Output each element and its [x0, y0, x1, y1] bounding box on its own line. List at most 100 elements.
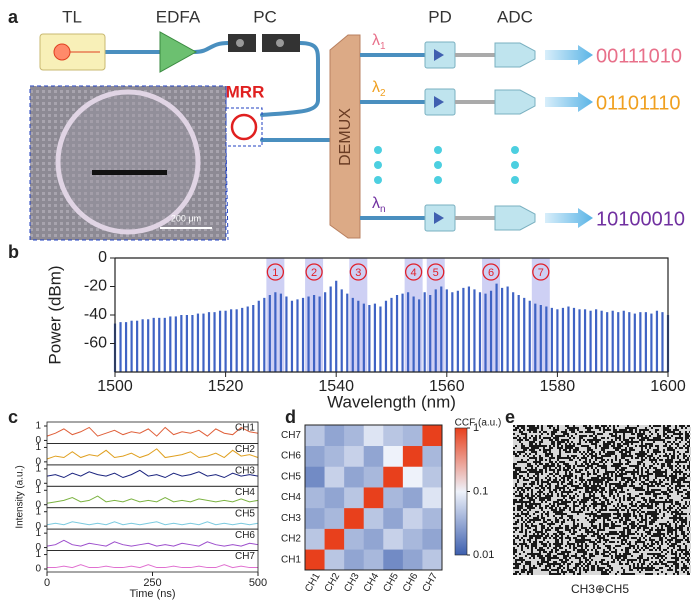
heat-cell: [402, 425, 423, 447]
legend-label: CH4: [235, 487, 255, 498]
heat-cell: [305, 466, 325, 488]
arrow: [545, 92, 593, 112]
mrr-ring: [230, 113, 258, 141]
trace: [46, 448, 259, 460]
micro-feature: [92, 170, 167, 175]
panel-label: d: [285, 407, 296, 427]
colorbar-tick-label: 0.1: [473, 485, 488, 497]
heat-cell: [383, 549, 404, 571]
y-tick-label: -60: [84, 335, 107, 352]
heat-cell: [363, 445, 384, 467]
y-tick-label: 0: [35, 542, 41, 553]
heat-cell: [305, 549, 325, 571]
x-tick-label: 1540: [318, 378, 354, 395]
channel-number: 7: [538, 267, 544, 279]
arrow: [545, 208, 593, 228]
subscript: 1: [380, 41, 386, 52]
legend-label: CH5: [235, 508, 255, 519]
subscript: n: [380, 204, 386, 215]
component-label: PD: [428, 7, 452, 26]
y-tick-label: CH2: [281, 534, 301, 545]
adc: [494, 42, 536, 68]
colorbar-title: CCF (a.u.): [455, 418, 502, 429]
x-tick-label: CH2: [323, 571, 343, 594]
heat-cell: [305, 528, 325, 550]
x-tick-label: CH3: [342, 571, 362, 594]
x-tick-label: 1580: [540, 378, 576, 395]
strip-frame: [46, 550, 259, 573]
heat-cell: [383, 466, 404, 488]
diode-symbol: [434, 96, 444, 108]
y-tick-label: CH6: [281, 451, 301, 462]
y-tick-label: -20: [84, 278, 107, 295]
x-tick-label: CH1: [303, 571, 323, 594]
y-tick-label: 1: [35, 421, 41, 432]
x-tick-label: CH6: [401, 571, 421, 594]
heat-cell: [324, 425, 345, 447]
heat-cell: [422, 487, 443, 509]
x-tick-label: 250: [143, 577, 161, 589]
heat-cell: [344, 425, 365, 447]
colorbar: [454, 427, 468, 556]
heat-cell: [305, 445, 325, 467]
x-tick-label: 1600: [650, 378, 686, 395]
heat-cell: [402, 528, 423, 550]
micrograph: [29, 85, 227, 241]
lambda: λ: [372, 195, 380, 212]
heat-cell: [363, 549, 384, 571]
ellipsis-dots: [374, 146, 519, 184]
trace: [46, 469, 259, 479]
heat-cell: [324, 507, 345, 529]
heat-cell: [305, 507, 325, 529]
x-tick-label: 0: [44, 577, 50, 589]
heat-cell: [363, 487, 384, 509]
y-tick-label: 0: [35, 478, 41, 489]
bit-string: 00111010: [596, 45, 682, 67]
heat-cell: [363, 425, 384, 447]
y-tick-label: CH1: [281, 554, 301, 565]
colorbar-tick-label: 1: [473, 422, 479, 434]
y-tick-label: 1: [35, 549, 41, 560]
y-tick-label: CH4: [281, 492, 301, 503]
legend-label: CH3: [235, 465, 255, 476]
legend-label: CH7: [235, 551, 255, 562]
heat-cell: [402, 487, 423, 509]
y-axis-title: Intensity (a.u.): [15, 465, 26, 528]
heat-cell: [402, 466, 423, 488]
heat-cell: [383, 528, 404, 550]
component-label: EDFA: [156, 7, 201, 26]
adc: [494, 205, 536, 231]
diode-symbol: [434, 212, 444, 224]
y-tick-label: 0: [35, 564, 41, 575]
heat-cell: [383, 425, 404, 447]
heat-cell: [324, 528, 345, 550]
channel-marker: [349, 263, 367, 281]
channel-marker: [266, 263, 285, 281]
component-label: ADC: [497, 7, 533, 26]
heat-cell: [305, 487, 325, 509]
y-axis-title: Power (dBm): [45, 265, 64, 364]
demux: [329, 34, 361, 239]
colorbar-tick-label: 0.01: [473, 549, 494, 561]
x-axis-title: Wavelength (nm): [327, 392, 456, 411]
component-label: PC: [253, 7, 277, 26]
heat-cell: [422, 425, 443, 447]
heat-cell: [422, 466, 443, 488]
y-tick-label: 1: [35, 442, 41, 453]
y-tick-label: 0: [35, 456, 41, 467]
wavelength-label: λ2: [372, 79, 386, 99]
x-tick-label: CH4: [362, 571, 382, 594]
lambda: λ: [372, 79, 380, 96]
demux-label: DEMUX: [337, 108, 354, 166]
strip-frame: [46, 485, 259, 509]
channel-number: 6: [488, 267, 494, 279]
y-tick-label: -40: [84, 306, 107, 323]
wavelength-label: λn: [372, 195, 386, 215]
pc-knob: [276, 39, 284, 47]
diode-symbol: [434, 49, 444, 61]
channel-marker: [427, 263, 445, 281]
x-tick-label: 1560: [429, 378, 465, 395]
y-tick-label: CH3: [281, 513, 301, 524]
heat-cell: [363, 528, 384, 550]
